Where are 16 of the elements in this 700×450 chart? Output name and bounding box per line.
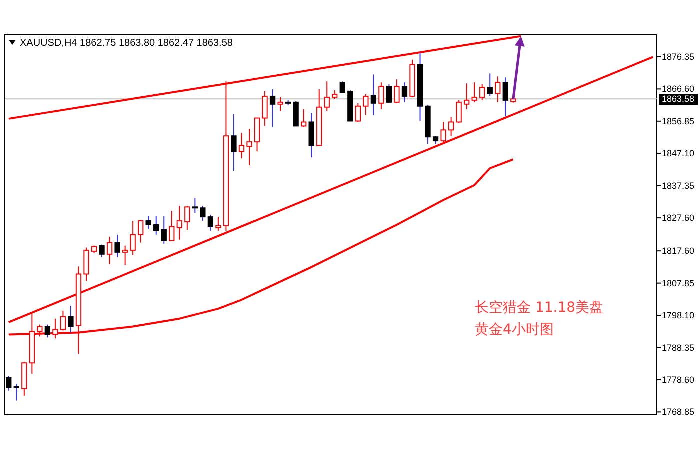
y-tick-label: 1837.35 — [662, 180, 695, 191]
y-tick-label: 1788.35 — [662, 342, 695, 353]
ref-line-label: 1863.58 — [662, 94, 695, 104]
y-tick-label: 1876.35 — [662, 52, 695, 62]
y-tick-label: 1807.85 — [662, 278, 695, 288]
y-tick-label: 1847.10 — [662, 148, 695, 159]
y-tick-label: 1866.60 — [662, 84, 695, 94]
y-tick-label: 1817.60 — [662, 246, 695, 256]
y-tick-label: 1827.60 — [662, 213, 695, 224]
y-tick-label: 1778.60 — [662, 374, 695, 385]
annotation: 长空猎金 11.18美盘 — [475, 300, 604, 316]
y-tick-label: 1768.85 — [662, 407, 695, 418]
title: XAUUSD,H4 1862.75 1863.80 1862.47 1863.58 — [9, 38, 233, 49]
annotation: 黄金4小时图 — [475, 322, 554, 338]
y-tick-label: 1798.10 — [662, 310, 695, 321]
y-tick-label: 1856.85 — [662, 116, 695, 126]
